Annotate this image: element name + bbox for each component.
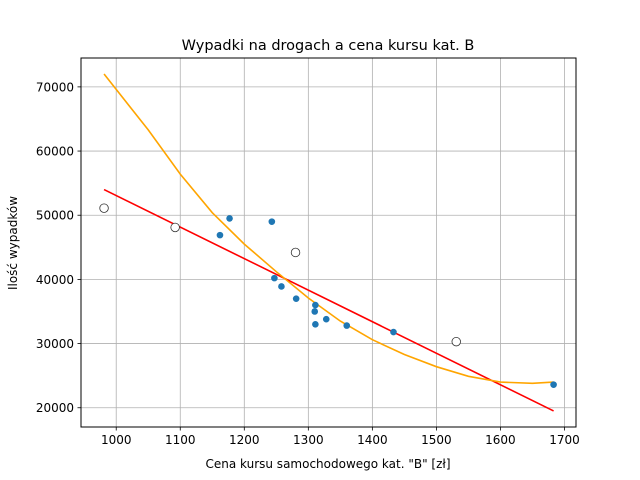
x-tick-label: 1100 [165, 433, 196, 447]
data-point [550, 381, 557, 388]
outlier-point [290, 247, 301, 258]
axis-ticks: 1000 1100 1200 1300 1400 1500 1600 1700 20000 300… [36, 80, 580, 447]
data-point [390, 328, 397, 336]
data-point [216, 231, 224, 239]
x-tick-label: 1600 [485, 433, 516, 447]
x-tick-label: 1700 [549, 433, 580, 447]
chart-title: Wypadki na drogach a cena kursu kat. B [182, 38, 475, 54]
quadratic-fit-curve [103, 73, 554, 385]
grid [81, 58, 576, 427]
linear-fit-line [103, 188, 554, 412]
data-point [278, 283, 285, 290]
y-tick-label: 60000 [36, 145, 74, 159]
data-point [311, 308, 319, 315]
data-point [343, 322, 351, 329]
plot-series [99, 73, 557, 412]
y-tick-label: 20000 [36, 401, 74, 415]
data-point [226, 215, 233, 222]
data-point [322, 315, 330, 323]
data-point [312, 321, 319, 328]
y-axis-label: Ilość wypadków [6, 196, 20, 290]
y-tick-label: 50000 [36, 209, 74, 223]
x-tick-label: 1200 [229, 433, 260, 447]
plot-frame [80, 57, 577, 428]
data-point [312, 301, 319, 309]
outlier-point [451, 336, 461, 347]
y-tick-label: 30000 [36, 337, 74, 351]
y-tick-label: 40000 [36, 273, 74, 287]
x-tick-label: 1500 [421, 433, 452, 447]
outlier-point [170, 222, 180, 233]
y-tick-label: 70000 [36, 80, 74, 94]
x-axis-label: Cena kursu samochodowego kat. "B" [zł] [205, 457, 450, 471]
x-tick-label: 1300 [293, 433, 324, 447]
data-point [271, 274, 278, 282]
x-tick-label: 1400 [357, 433, 388, 447]
outlier-point [99, 203, 109, 213]
data-point [292, 295, 300, 302]
x-tick-label: 1000 [101, 433, 132, 447]
data-point [268, 218, 276, 225]
